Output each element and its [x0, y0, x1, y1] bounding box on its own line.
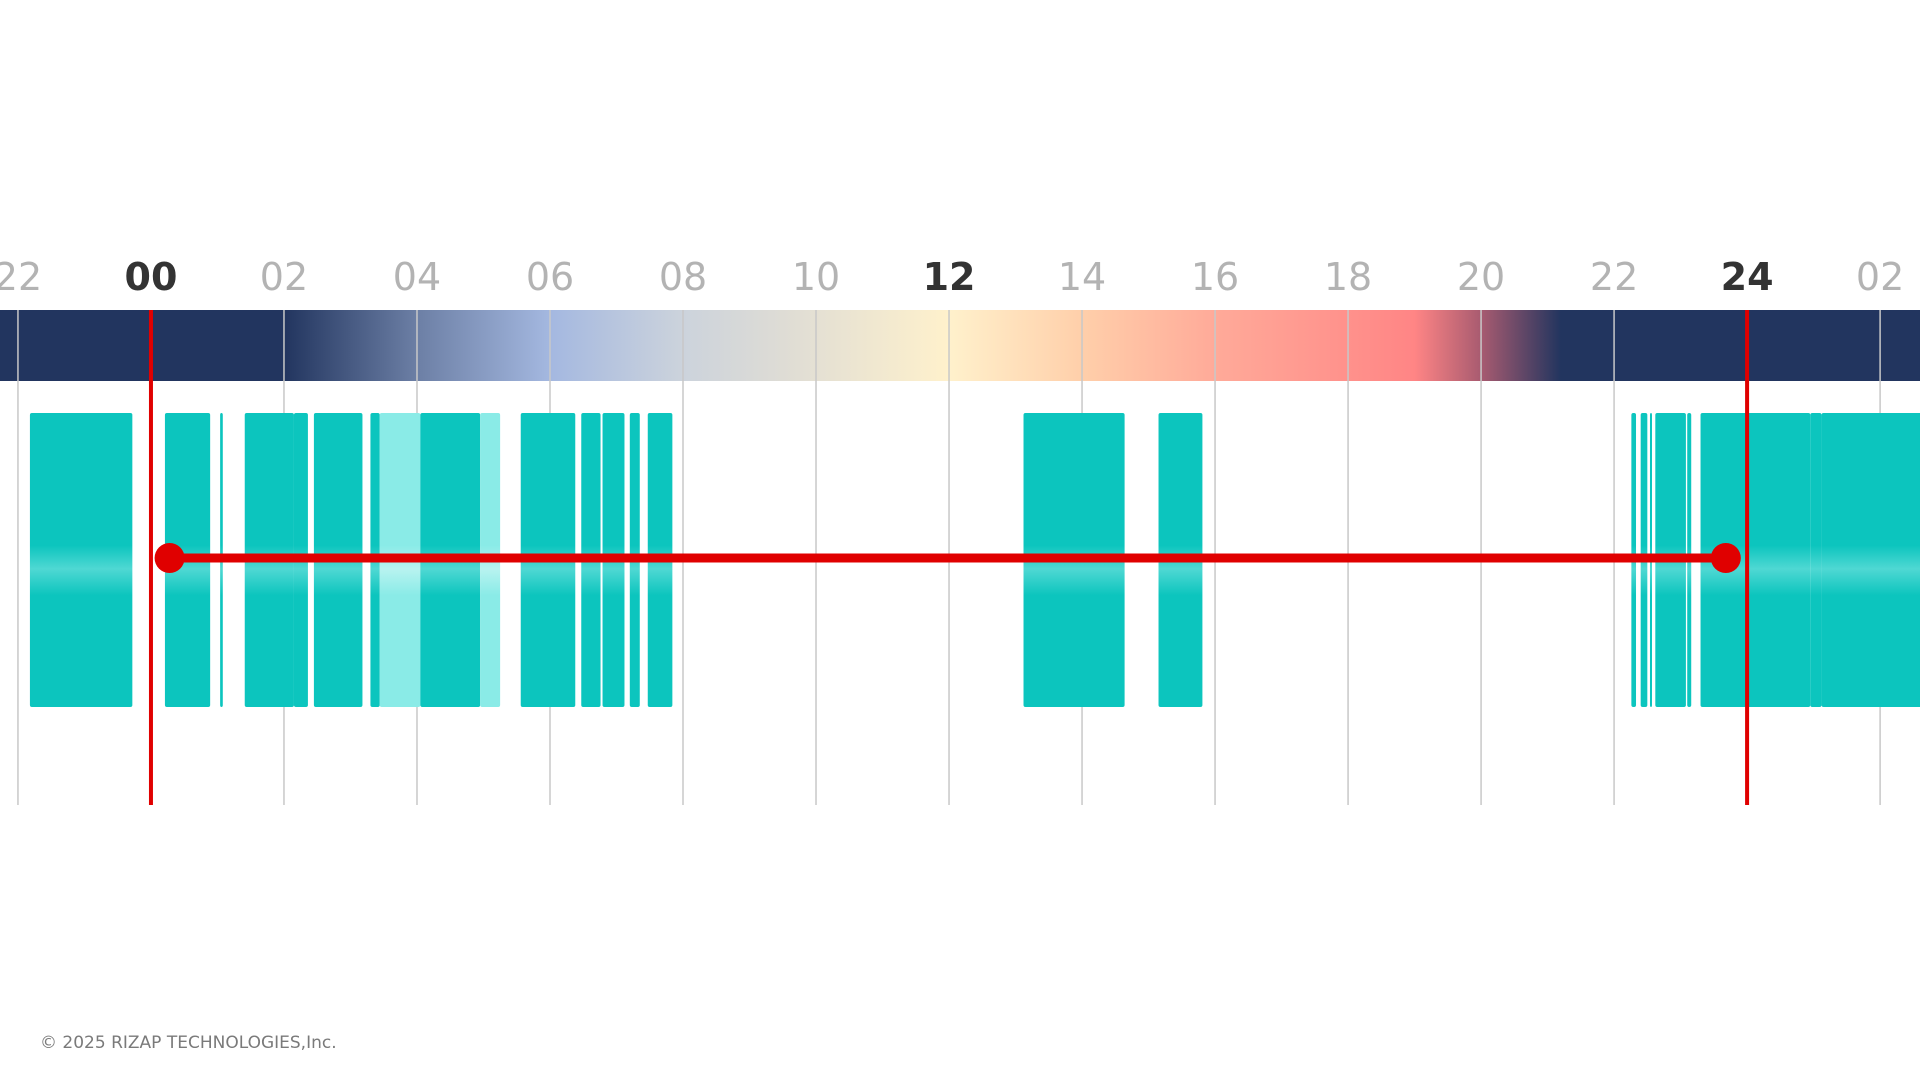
x-axis-tick-labels: 22 00 02 04 06 08 10 12 14 16 18 20 22 24 02	[0, 255, 1904, 299]
daylight-gradient-band	[0, 310, 1920, 381]
tick-label-02: 02	[1856, 255, 1904, 299]
tick-label-18: 18	[1324, 255, 1372, 299]
day-boundary-lines	[148, 310, 1750, 805]
tick-label-10: 10	[792, 255, 840, 299]
tick-label-22: 22	[1590, 255, 1638, 299]
sleep-span-start-dot[interactable]	[154, 543, 185, 573]
tick-label-06: 06	[526, 255, 574, 299]
activity-segment-25	[1821, 413, 1920, 707]
tick-label-00: 00	[125, 255, 178, 299]
activity-segment-24	[1810, 413, 1822, 707]
tick-label-08: 08	[659, 255, 707, 299]
tick-label-22: 22	[0, 255, 42, 299]
tick-label-12: 12	[923, 255, 976, 299]
tick-label-16: 16	[1191, 255, 1239, 299]
tick-label-20: 20	[1457, 255, 1505, 299]
activity-segments	[29, 413, 1920, 707]
activity-segment-23	[1700, 413, 1811, 707]
copyright-notice: © 2025 RIZAP TECHNOLOGIES,Inc.	[40, 1033, 337, 1053]
tick-label-04: 04	[393, 255, 441, 299]
tick-label-14: 14	[1058, 255, 1106, 299]
tick-label-24: 24	[1721, 255, 1774, 299]
tick-label-02: 02	[260, 255, 308, 299]
sleep-span-end-dot[interactable]	[1710, 543, 1741, 573]
sleep-span-marker	[154, 543, 1741, 573]
activity-segment-1	[29, 413, 133, 707]
